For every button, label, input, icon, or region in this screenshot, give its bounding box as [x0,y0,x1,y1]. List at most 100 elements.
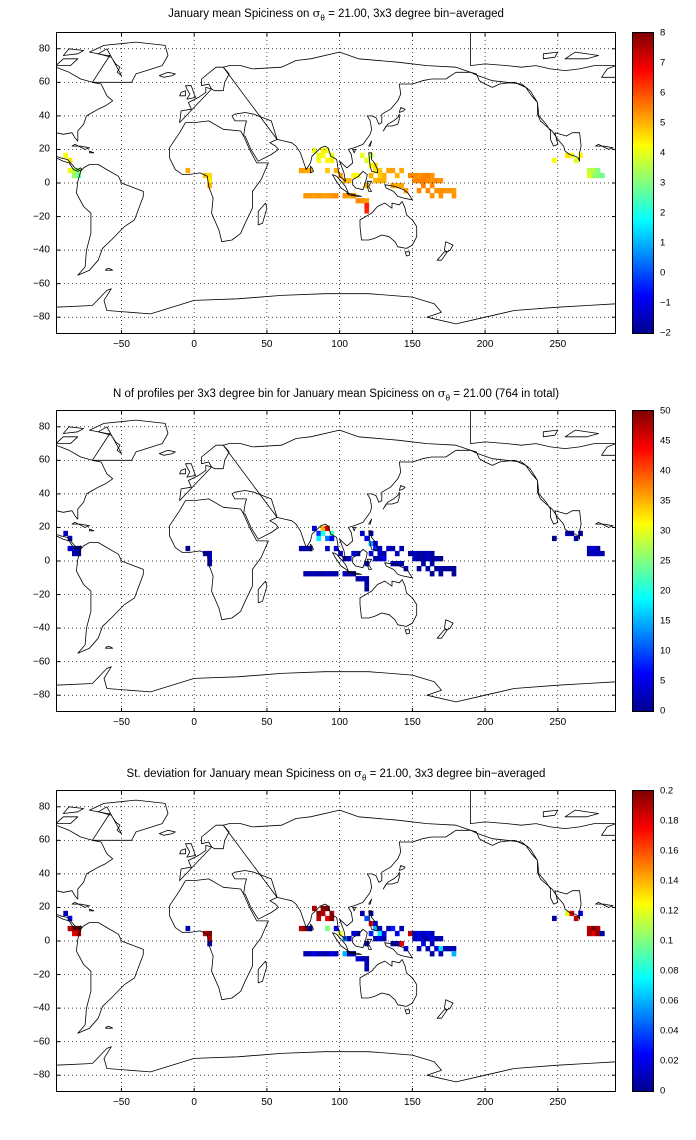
bin-cell [565,910,570,917]
coastline [346,570,362,575]
panel-title: January mean Spiciness on σθ = 21.00, 3x… [56,6,616,22]
bin-cell [351,930,356,937]
title-subscript: θ [445,393,451,403]
coastline [179,468,186,475]
coastline [222,429,471,560]
bin-cell [360,576,365,582]
title-subscript: θ [320,13,325,23]
x-tick-label: 50 [261,1097,273,1108]
coastline [404,629,410,635]
bin-cell [364,956,370,962]
bin-cell [438,571,444,577]
bin-cell [316,152,322,159]
coastline [595,902,614,908]
colorbar-tick-label: 0.08 [660,965,679,977]
bin-cell [403,946,409,952]
coastline [470,410,616,449]
bin-cell [399,925,404,932]
colorbar-tick-label: 0.18 [660,815,679,827]
bin-cell [429,178,435,184]
coastline [368,140,372,147]
coastline [71,522,90,528]
coastline [310,543,314,552]
bin-cell [373,545,378,552]
bin-cell [421,183,426,189]
coastline [368,530,378,552]
bin-cell [320,193,326,199]
bin-cell [425,550,431,557]
coastline [436,1009,448,1019]
coastline [56,436,79,444]
bin-cell [552,157,557,164]
bin-cell [412,550,418,557]
bin-cell [316,193,322,199]
bin-cell [346,951,352,957]
bin-cell [429,550,435,557]
coastline [470,449,582,540]
bin-cell [586,545,592,552]
bin-cell [434,936,439,942]
bin-cell [329,152,335,159]
bin-cell [320,571,326,577]
bin-cell [360,530,365,537]
coastline [444,619,454,631]
bin-cell [207,936,212,942]
bin-cell [368,162,374,169]
bin-cell [438,556,444,562]
bin-cell [416,550,422,557]
bin-cell [303,545,308,552]
x-tick-label: −50 [112,1097,130,1108]
coastline [352,527,356,532]
coastline [56,816,79,824]
colorbar-tick-label: 0.06 [660,995,679,1007]
bin-cell [307,167,313,174]
coastline [352,548,368,569]
x-tick-label: 200 [476,1097,494,1108]
bin-cell [364,915,370,922]
bin-cell [586,925,592,932]
colorbar-tick-label: 4 [660,147,666,159]
bin-cell [333,193,339,199]
coastline [470,32,616,71]
x-tick-label: 150 [404,1097,421,1108]
bin-cell [595,545,601,552]
bin-cell [421,561,426,567]
coastline [62,806,84,814]
bin-cell [578,910,583,917]
y-tick-label: 80 [38,43,50,55]
colorbar-tick-label: 0.1 [660,935,674,947]
bin-cell [364,966,370,972]
coastline [564,51,599,60]
y-tick-label: 60 [38,834,50,846]
bin-cell [346,178,352,184]
bin-cell [320,525,326,532]
bin-cell [368,152,374,159]
coastline [56,824,114,900]
bin-cell [346,193,352,199]
colorbar-tick-label: 10 [660,645,671,657]
bin-cell [368,920,374,927]
coastline [56,913,83,930]
bin-cell [364,561,370,567]
bin-cell [303,167,308,174]
colorbar-tick-label: 30 [660,525,671,537]
colorbar-tick-label: 5 [660,117,666,129]
y-tick-label: 0 [44,177,50,189]
x-tick-label: 50 [261,339,273,350]
colorbar-tick-label: 0.12 [660,905,679,917]
bin-cell [425,178,431,184]
bin-cell [429,172,435,179]
coastline [601,65,616,78]
bin-cell [600,930,605,937]
coastline [601,443,616,456]
coastline [257,960,268,984]
colorbar-tick-label: −2 [660,327,671,339]
coastline [542,51,559,60]
colorbar-tick-label: 0.14 [660,875,679,887]
bin-cell [368,540,374,547]
bin-cell [451,946,457,952]
x-tick-label: 150 [404,717,421,728]
bin-cell [368,172,374,179]
bin-cell [312,951,317,957]
y-tick-label: −60 [33,656,50,668]
